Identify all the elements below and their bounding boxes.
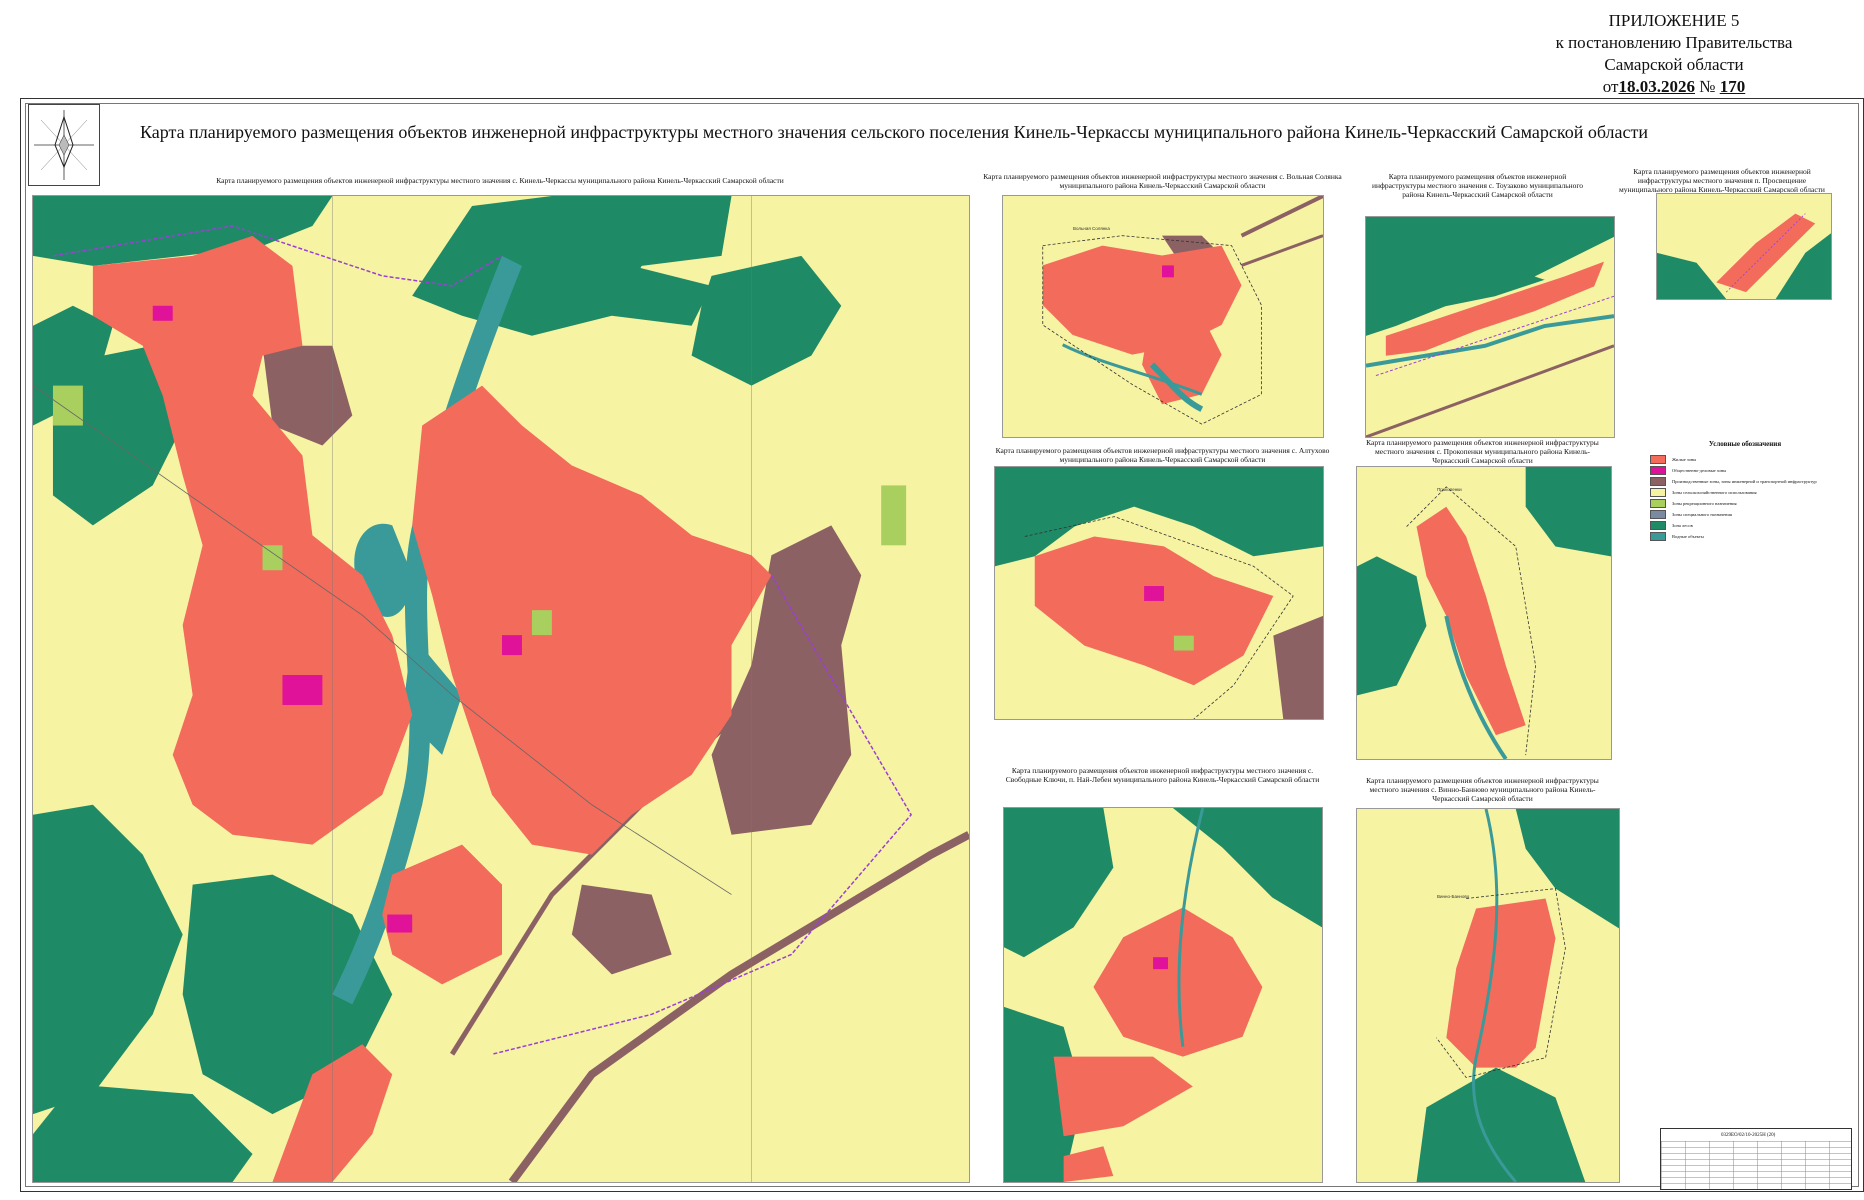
legend-swatch: [1650, 466, 1666, 475]
svobodnye-map[interactable]: [1003, 807, 1323, 1183]
legend-label: Зона лесов: [1672, 523, 1693, 528]
legend-label: Производственные зоны, зоны инженерной и…: [1672, 479, 1817, 484]
appendix-line3: Самарской области: [1604, 55, 1744, 74]
appendix-number: 170: [1719, 77, 1746, 96]
legend-label: Зоны рекреационного назначения: [1672, 501, 1737, 506]
legend-item: Жилые зоны: [1650, 454, 1840, 465]
sheet-inner-frame: [25, 103, 1859, 1187]
toyzakovo-map[interactable]: [1365, 216, 1615, 438]
legend-label: Зоны специального назначения: [1672, 512, 1732, 517]
legend-item: Общественно-деловые зоны: [1650, 465, 1840, 476]
prokopenki-place-label: Прокопенки: [1437, 487, 1462, 492]
vinno-map-caption: Карта планируемого размещения объектов и…: [1366, 776, 1599, 803]
stamp-grid: [1661, 1141, 1851, 1189]
prosveshchenie-map[interactable]: [1656, 193, 1832, 300]
volnaya-map[interactable]: Вольная Солянка: [1002, 195, 1324, 438]
appendix-date-line: от18.03.2026 № 170: [1524, 76, 1824, 98]
toyzakovo-map-caption: Карта планируемого размещения объектов и…: [1371, 172, 1584, 199]
appendix-line1: ПРИЛОЖЕНИЕ 5: [1608, 11, 1740, 30]
legend-swatch: [1650, 455, 1666, 464]
legend-swatch: [1650, 477, 1666, 486]
svobodnye-map-caption: Карта планируемого размещения объектов и…: [1005, 766, 1320, 784]
legend-swatch: [1650, 532, 1666, 541]
vinno-map[interactable]: Винно-Банново: [1356, 808, 1620, 1183]
legend-swatch: [1650, 510, 1666, 519]
legend-item: Производственные зоны, зоны инженерной и…: [1650, 476, 1840, 487]
appendix-header: ПРИЛОЖЕНИЕ 5 к постановлению Правительст…: [1524, 10, 1824, 98]
appendix-line2: к постановлению Правительства: [1555, 33, 1793, 52]
legend-label: Жилые зоны: [1672, 457, 1697, 462]
volnaya-place-label: Вольная Солянка: [1073, 226, 1110, 231]
legend-swatch: [1650, 521, 1666, 530]
legend-label: Зоны сельскохозяйственного использования: [1672, 490, 1757, 495]
volnaya-map-caption: Карта планируемого размещения объектов и…: [983, 172, 1342, 190]
title-block-stamp: 0329ЕО/02/10-2025Н (20): [1660, 1128, 1852, 1190]
vinno-place-label: Винно-Банново: [1437, 894, 1470, 899]
legend-item: Зона лесов: [1650, 520, 1840, 531]
legend-title: Условные обозначения: [1708, 440, 1782, 448]
legend-rows: Жилые зоны Общественно-деловые зоны Произв…: [1650, 454, 1840, 542]
stamp-code: 0329ЕО/02/10-2025Н (20): [1721, 1133, 1776, 1138]
main-title: Карта планируемого размещения объектов и…: [140, 122, 1649, 142]
legend-swatch: [1650, 499, 1666, 508]
prokopenki-map-caption: Карта планируемого размещения объектов и…: [1366, 438, 1599, 465]
main-map[interactable]: [32, 195, 970, 1183]
main-map-caption: Карта планируемого размещения объектов и…: [216, 176, 784, 185]
legend-item: Зоны специального назначения: [1650, 509, 1840, 520]
appendix-date: 18.03.2026: [1618, 77, 1695, 96]
prosveshchenie-map-caption: Карта планируемого размещения объектов и…: [1619, 167, 1825, 194]
legend-swatch: [1650, 488, 1666, 497]
legend-item: Водные объекты: [1650, 531, 1840, 542]
legend-item: Зоны сельскохозяйственного использования: [1650, 487, 1840, 498]
legend-label: Общественно-деловые зоны: [1672, 468, 1727, 473]
altukhovo-map[interactable]: [994, 466, 1324, 720]
legend-label: Водные объекты: [1672, 534, 1704, 539]
appendix-no: №: [1699, 77, 1716, 96]
legend-item: Зоны рекреационного назначения: [1650, 498, 1840, 509]
appendix-from: от: [1602, 77, 1619, 96]
legend: Условные обозначения Жилые зоны Обществен…: [1650, 440, 1840, 1080]
prokopenki-map[interactable]: Прокопенки: [1356, 466, 1612, 760]
altukhovo-map-caption: Карта планируемого размещения объектов и…: [995, 446, 1330, 464]
compass-rose-icon: [28, 104, 100, 186]
